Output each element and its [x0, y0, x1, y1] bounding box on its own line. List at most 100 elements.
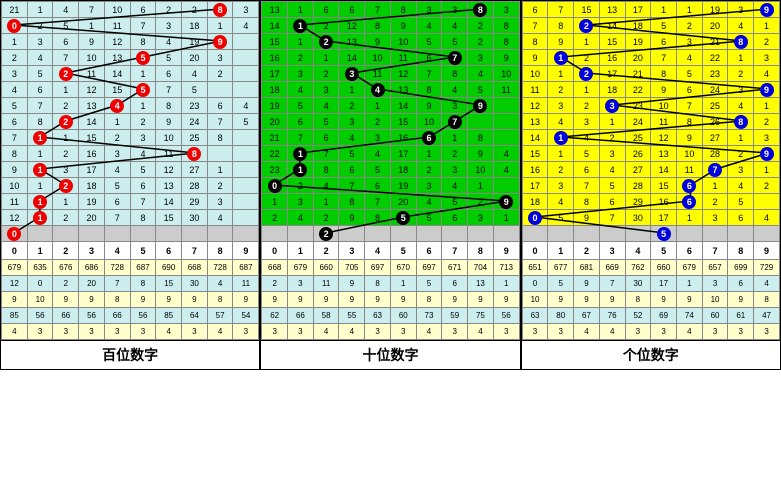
grid-row: 8911519632182 [522, 34, 779, 50]
panel-title: 百位数字 [1, 340, 259, 369]
grid-cell: 6 [442, 210, 468, 226]
grid-cell: 19 [79, 194, 105, 210]
grid-cell: 16 [262, 50, 288, 66]
grid-row: 14142251292713 [522, 130, 779, 146]
grid-cell: 1 [651, 2, 677, 18]
grid-cell: 2 [728, 66, 754, 82]
summary-cell: 85 [156, 308, 182, 324]
grid-cell: 2 [288, 178, 314, 194]
grid-cell: 7 [365, 194, 391, 210]
grid-cell: 23 [702, 66, 728, 82]
summary-cell: 679 [676, 260, 702, 276]
grid-cell: 7 [104, 210, 130, 226]
grid-cell: 17 [651, 210, 677, 226]
grid-row: 025111731814 [2, 18, 259, 34]
grid-cell: 2 [416, 162, 442, 178]
grid-cell: 10 [522, 66, 548, 82]
summary-row: 120220781530411 [2, 276, 259, 292]
ball-marker: 0 [7, 19, 21, 33]
grid-cell: 4 [574, 130, 600, 146]
summary-cell: 3 [288, 324, 314, 340]
grid-row: 12323231072541 [522, 98, 779, 114]
grid-cell: 8 [493, 34, 519, 50]
grid-cell: 1 [416, 146, 442, 162]
grid-cell: 8 [313, 162, 339, 178]
ball-marker: 0 [268, 179, 282, 193]
grid-table: 2114710622830251117318141369128419924710… [1, 1, 259, 340]
grid-cell: 8 [207, 130, 233, 146]
grid-cell: 7 [522, 18, 548, 34]
grid-cell: 14 [79, 114, 105, 130]
grid-row: 1111196714293 [2, 194, 259, 210]
grid-cell: 3 [130, 130, 156, 146]
grid-row: 0 [2, 226, 259, 242]
ball-marker: 4 [110, 99, 124, 113]
grid-cell: 5 [442, 194, 468, 210]
grid-cell: 3 [574, 114, 600, 130]
grid-cell: 8 [390, 2, 416, 18]
grid-cell: 2 [468, 34, 494, 50]
grid-cell: 4 [416, 18, 442, 34]
summary-cell: 670 [390, 260, 416, 276]
grid-cell: 10 [365, 50, 391, 66]
grid-cell: 9 [754, 2, 780, 18]
grid-cell: 20 [262, 114, 288, 130]
grid-cell: 8 [27, 114, 53, 130]
grid-cell [493, 98, 519, 114]
summary-cell: 657 [702, 260, 728, 276]
grid-cell: 1 [574, 34, 600, 50]
summary-cell: 3 [651, 324, 677, 340]
summary-cell: 57 [207, 308, 233, 324]
grid-cell: 3 [207, 194, 233, 210]
grid-cell: 11 [522, 82, 548, 98]
grid-cell: 0 [2, 226, 28, 242]
summary-cell: 9 [130, 292, 156, 308]
grid-row: 211471062283 [2, 2, 259, 18]
grid-cell: 7 [207, 114, 233, 130]
grid-cell: 7 [416, 66, 442, 82]
grid-cell: 11 [79, 66, 105, 82]
grid-cell [233, 34, 259, 50]
grid-cell: 7 [365, 2, 391, 18]
summary-cell: 61 [728, 308, 754, 324]
header-cell: 1 [288, 242, 314, 260]
grid-cell [365, 226, 391, 242]
summary-cell: 66 [104, 308, 130, 324]
grid-cell: 18 [79, 178, 105, 194]
ball-marker: 2 [319, 35, 333, 49]
summary-cell: 80 [548, 308, 574, 324]
grid-cell: 8 [416, 82, 442, 98]
ball-marker: 5 [657, 227, 671, 241]
summary-cell: 669 [599, 260, 625, 276]
grid-cell: 14 [262, 18, 288, 34]
grid-cell: 7 [2, 130, 28, 146]
grid-cell: 9 [416, 98, 442, 114]
header-cell: 1 [27, 242, 53, 260]
grid-cell: 17 [599, 66, 625, 82]
header-cell: 0 [2, 242, 28, 260]
summary-cell: 64 [182, 308, 208, 324]
grid-cell [79, 226, 105, 242]
grid-cell [416, 226, 442, 242]
summary-cell: 686 [79, 260, 105, 276]
grid-cell: 4 [493, 162, 519, 178]
grid-cell: 6 [676, 82, 702, 98]
grid-cell [625, 226, 651, 242]
summary-cell: 2 [262, 276, 288, 292]
grid-cell: 5 [651, 226, 677, 242]
summary-cell: 60 [702, 308, 728, 324]
summary-cell: 8 [754, 292, 780, 308]
ball-marker: 1 [33, 131, 47, 145]
grid-cell: 1 [288, 146, 314, 162]
grid-cell: 19 [702, 2, 728, 18]
grid-cell: 4 [288, 210, 314, 226]
grid-cell: 15 [262, 34, 288, 50]
grid-cell: 2 [156, 2, 182, 18]
grid-cell: 14 [104, 66, 130, 82]
ball-marker: 8 [213, 3, 227, 17]
grid-cell: 0 [262, 178, 288, 194]
grid-cell: 10 [156, 130, 182, 146]
grid-cell: 14 [651, 162, 677, 178]
grid-cell: 28 [625, 178, 651, 194]
grid-cell: 7 [574, 178, 600, 194]
